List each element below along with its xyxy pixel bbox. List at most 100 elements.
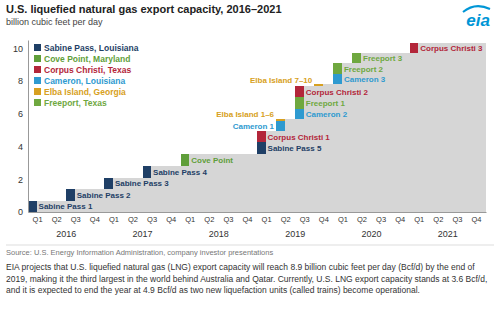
data-label: Corpus Christi 3: [420, 44, 483, 53]
data-label: Freeport 3: [363, 54, 403, 63]
y-tick: 4: [18, 142, 23, 152]
x-tick: Q1: [185, 215, 195, 224]
y-tick-label: 0: [18, 207, 23, 217]
capacity-area: [28, 201, 486, 212]
capacity-area: [295, 109, 486, 119]
y-tick: 2: [18, 175, 23, 185]
caption: EIA projects that U.S. liquefied natural…: [6, 262, 494, 297]
legend-label: Elba Island, Georgia: [44, 87, 126, 97]
x-tick: Q2: [204, 215, 214, 224]
x-tick: Q3: [71, 215, 81, 224]
chart-svg: U.S. liquefied natural gas export capaci…: [0, 0, 500, 262]
x-tick: Q4: [166, 215, 176, 224]
data-label: Cove Point: [191, 156, 233, 165]
x-tick-label: Q2: [128, 215, 138, 224]
year-label: 2021: [438, 229, 458, 239]
x-tick-label: Q3: [300, 215, 310, 224]
y-tick: 8: [18, 76, 23, 86]
train-block: [66, 189, 75, 200]
year-labels: 201620172018201920202021: [56, 229, 458, 239]
capacity-area: [314, 84, 486, 86]
capacity-area: [181, 154, 486, 166]
y-tick-label: 4: [18, 142, 23, 152]
legend-swatch: [34, 44, 41, 51]
train-block: [314, 84, 323, 86]
x-tick: Q3: [300, 215, 310, 224]
x-tick: Q1: [414, 215, 424, 224]
legend-label: Cove Point, Maryland: [44, 54, 130, 64]
capacity-area: [257, 142, 486, 153]
legend: Sabine Pass, LouisianaCove Point, Maryla…: [34, 43, 139, 108]
x-tick: Q2: [281, 215, 291, 224]
x-tick-label: Q4: [395, 215, 405, 224]
capacity-area: [295, 97, 486, 108]
capacity-area: [257, 131, 486, 142]
train-block: [333, 63, 342, 74]
data-label: Elba Island 7–10: [250, 76, 313, 85]
year-label: 2020: [361, 229, 381, 239]
x-tick-label: Q4: [90, 215, 100, 224]
y-tick-label: 6: [18, 109, 23, 119]
train-block: [410, 43, 419, 53]
train-block: [257, 131, 266, 142]
x-tick: Q1: [33, 215, 43, 224]
y-tick: 6: [18, 109, 23, 119]
y-tick-label: 8: [18, 76, 23, 86]
capacity-area: [410, 43, 486, 53]
x-axis-line: [29, 212, 487, 213]
train-block: [295, 86, 304, 97]
y-tick-label: 2: [18, 175, 23, 185]
train-block: [181, 154, 190, 166]
x-tick: Q3: [376, 215, 386, 224]
x-tick: Q4: [395, 215, 405, 224]
train-block: [352, 53, 361, 63]
y-axis: 0246810: [13, 41, 29, 218]
x-tick: Q2: [357, 215, 367, 224]
x-tick-label: Q1: [262, 215, 272, 224]
data-label: Sabine Pass 4: [153, 168, 207, 177]
legend-swatch: [34, 77, 41, 84]
x-tick-label: Q2: [357, 215, 367, 224]
year-label: 2018: [209, 229, 229, 239]
x-tick: Q4: [319, 215, 329, 224]
y-axis-title: billion cubic feet per day: [6, 17, 103, 27]
x-tick: Q3: [452, 215, 462, 224]
train-block: [276, 121, 285, 131]
data-label: Sabine Pass 2: [77, 191, 131, 200]
y-axis-line: [28, 41, 29, 213]
legend-swatch: [34, 88, 41, 95]
train-block: [143, 166, 152, 177]
legend-swatch: [34, 66, 41, 73]
x-tick: Q4: [242, 215, 252, 224]
data-label: Cameron 2: [306, 110, 348, 119]
x-tick: Q4: [90, 215, 100, 224]
x-tick-label: Q2: [52, 215, 62, 224]
x-tick-label: Q2: [281, 215, 291, 224]
data-label: Corpus Christi 2: [306, 88, 369, 97]
train-block: [104, 178, 113, 189]
x-tick: Q2: [433, 215, 443, 224]
x-tick: Q3: [223, 215, 233, 224]
train-block: [295, 109, 304, 119]
train-block: [276, 119, 285, 121]
data-label: Cameron 1: [233, 122, 275, 131]
data-label: Sabine Pass 3: [115, 179, 169, 188]
chart-container: U.S. liquefied natural gas export capaci…: [0, 0, 500, 262]
train-block: [257, 142, 266, 153]
x-tick: Q3: [147, 215, 157, 224]
data-label: Freeport 2: [344, 65, 384, 74]
x-tick-label: Q1: [185, 215, 195, 224]
capacity-area: [66, 189, 486, 200]
legend-label: Sabine Pass, Louisiana: [44, 43, 139, 53]
year-label: 2017: [132, 229, 152, 239]
capacity-area: [295, 86, 486, 97]
x-tick-label: Q2: [204, 215, 214, 224]
x-tick-label: Q1: [414, 215, 424, 224]
data-label: Sabine Pass 1: [39, 202, 93, 211]
year-label: 2016: [56, 229, 76, 239]
capacity-area: [352, 53, 486, 63]
x-tick: Q1: [262, 215, 272, 224]
x-tick-label: Q4: [166, 215, 176, 224]
x-tick-label: Q4: [242, 215, 252, 224]
legend-swatch: [34, 55, 41, 62]
